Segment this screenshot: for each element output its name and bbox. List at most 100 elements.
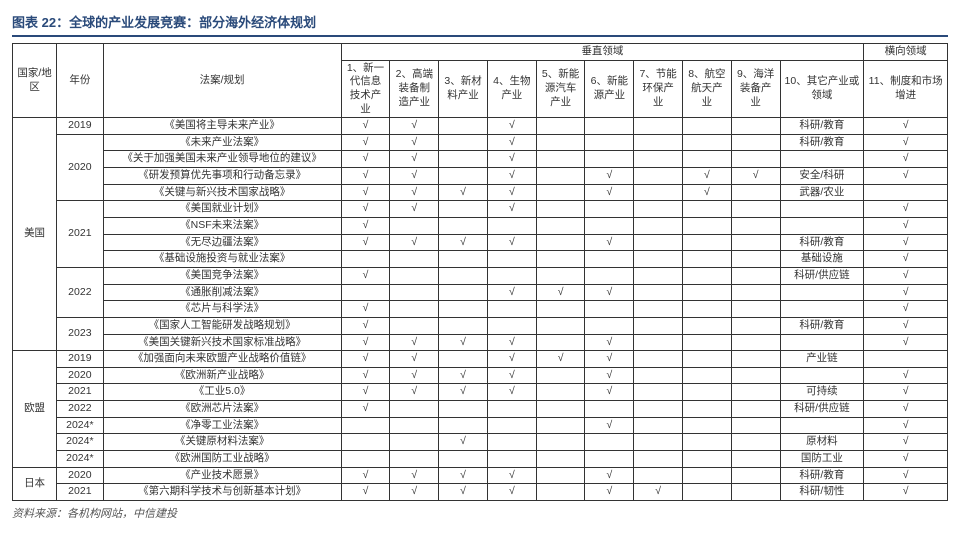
cell-v-4 [487,317,536,334]
cell-plan: 《美国竞争法案》 [103,267,341,284]
cell-v-10: 科研/教育 [780,317,864,334]
cell-v-9 [731,401,780,418]
cell-v-8 [683,401,732,418]
cell-v-5 [536,384,585,401]
cell-v-9 [731,417,780,434]
cell-v-1: √ [341,317,390,334]
cell-v-9 [731,301,780,318]
cell-v-11: √ [864,334,948,351]
cell-v-1 [341,417,390,434]
cell-year: 2024* [57,417,103,434]
cell-v-8 [683,134,732,151]
cell-v-4 [487,267,536,284]
table-header: 国家/地区 年份 法案/规划 垂直领域 横向领域 1、新一代信息技术产业2、高端… [13,44,948,118]
cell-v-3: √ [439,234,488,251]
cell-v-9 [731,284,780,301]
cell-v-10 [780,218,864,235]
cell-v-8 [683,484,732,501]
cell-v-9 [731,351,780,368]
cell-v-7 [634,384,683,401]
cell-plan: 《NSF未来法案》 [103,218,341,235]
hdr-year: 年份 [57,44,103,118]
cell-v-4 [487,434,536,451]
cell-v-5 [536,417,585,434]
cell-v-7 [634,201,683,218]
cell-v-11: √ [864,401,948,418]
cell-v-11: √ [864,451,948,468]
cell-v-6 [585,218,634,235]
cell-v-7 [634,284,683,301]
cell-v-8 [683,284,732,301]
cell-v-6 [585,151,634,168]
cell-v-9 [731,384,780,401]
cell-v-3: √ [439,467,488,484]
cell-v-7: √ [634,484,683,501]
cell-v-10: 科研/教育 [780,467,864,484]
cell-v-3 [439,301,488,318]
cell-v-5 [536,151,585,168]
cell-v-1: √ [341,301,390,318]
cell-v-5 [536,467,585,484]
cell-v-3: √ [439,434,488,451]
cell-v-2: √ [390,384,439,401]
cell-v-8 [683,251,732,268]
cell-v-9 [731,451,780,468]
cell-v-2 [390,284,439,301]
cell-v-7 [634,184,683,201]
cell-v-10: 武器/农业 [780,184,864,201]
cell-v-5 [536,334,585,351]
cell-v-6 [585,301,634,318]
cell-v-4 [487,401,536,418]
cell-v-9 [731,201,780,218]
cell-plan: 《加强面向未来欧盟产业战略价值链》 [103,351,341,368]
table-row: 2024*《关键原材料法案》√原材料√ [13,434,948,451]
cell-v-1: √ [341,118,390,135]
cell-v-4 [487,301,536,318]
cell-v-1: √ [341,201,390,218]
cell-v-11: √ [864,301,948,318]
cell-v-7 [634,367,683,384]
cell-v-9 [731,251,780,268]
cell-v-4 [487,218,536,235]
cell-year: 2020 [57,367,103,384]
cell-v-2: √ [390,184,439,201]
cell-v-4: √ [487,484,536,501]
cell-v-3 [439,317,488,334]
cell-v-7 [634,401,683,418]
cell-v-8 [683,317,732,334]
cell-v-8 [683,367,732,384]
table-row: 日本2020《产业技术愿景》√√√√√科研/教育√ [13,467,948,484]
cell-v-2: √ [390,151,439,168]
cell-region: 欧盟 [13,351,57,467]
cell-v-6 [585,201,634,218]
cell-v-2: √ [390,234,439,251]
cell-plan: 《欧洲新产业战略》 [103,367,341,384]
cell-v-2: √ [390,484,439,501]
industry-plan-table: 国家/地区 年份 法案/规划 垂直领域 横向领域 1、新一代信息技术产业2、高端… [12,43,948,501]
cell-v-6: √ [585,351,634,368]
cell-v-10: 可持续 [780,384,864,401]
cell-v-1: √ [341,234,390,251]
cell-v-10: 科研/教育 [780,234,864,251]
table-row: 《NSF未来法案》√√ [13,218,948,235]
cell-v-4: √ [487,234,536,251]
cell-year: 2024* [57,434,103,451]
cell-v-2 [390,301,439,318]
table-row: 《关于加强美国未来产业领导地位的建议》√√√√ [13,151,948,168]
hdr-vertical: 垂直领域 [341,44,864,61]
cell-v-11: √ [864,417,948,434]
cell-v-9 [731,218,780,235]
table-row: 2023《国家人工智能研发战略规划》√科研/教育√ [13,317,948,334]
cell-v-10: 科研/教育 [780,134,864,151]
table-row: 2024*《净零工业法案》√√ [13,417,948,434]
cell-v-3 [439,218,488,235]
cell-v-4 [487,451,536,468]
cell-v-1: √ [341,134,390,151]
cell-v-2: √ [390,118,439,135]
cell-v-2 [390,317,439,334]
cell-year: 2020 [57,467,103,484]
cell-v-3: √ [439,367,488,384]
cell-v-5 [536,234,585,251]
cell-v-8 [683,151,732,168]
hdr-region: 国家/地区 [13,44,57,118]
